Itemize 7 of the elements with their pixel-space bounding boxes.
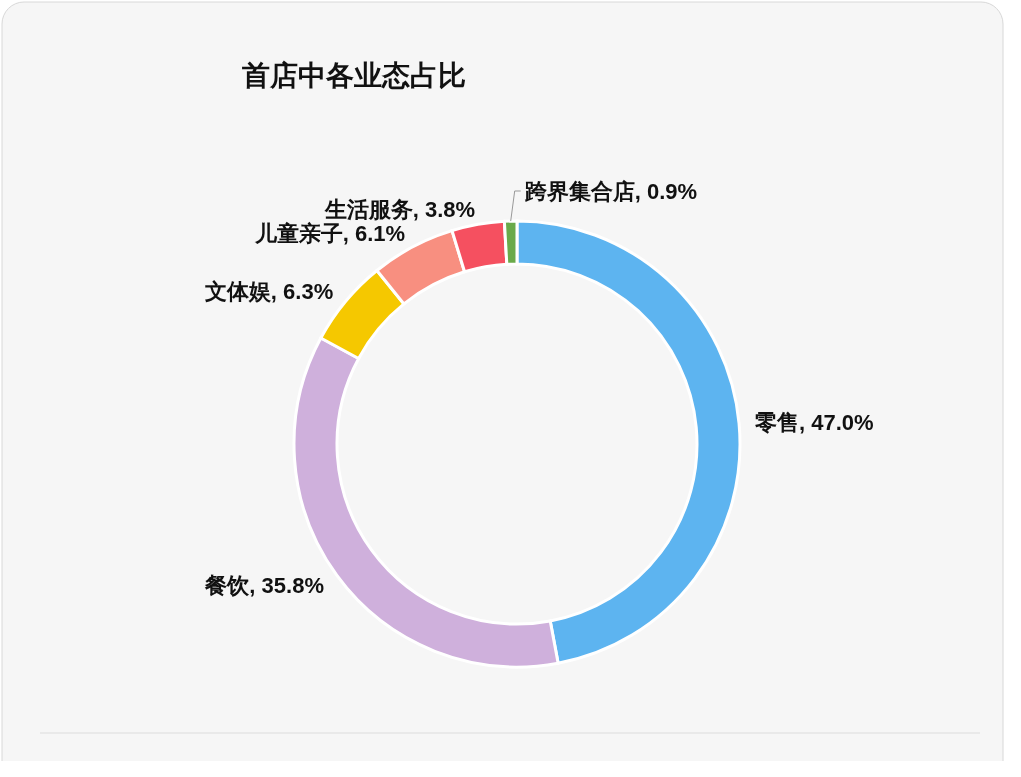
slice-label: 餐饮, 35.8% (204, 572, 324, 598)
slice-label: 零售, 47.0% (754, 409, 874, 435)
slice-label: 文体娱, 6.3% (203, 279, 334, 305)
slice-label: 跨界集合店, 0.9% (523, 179, 698, 204)
chart-title: 首店中各业态占比 (241, 60, 466, 91)
slice-label: 生活服务, 3.8% (323, 196, 476, 222)
slice-label: 儿童亲子, 6.1% (253, 220, 406, 246)
